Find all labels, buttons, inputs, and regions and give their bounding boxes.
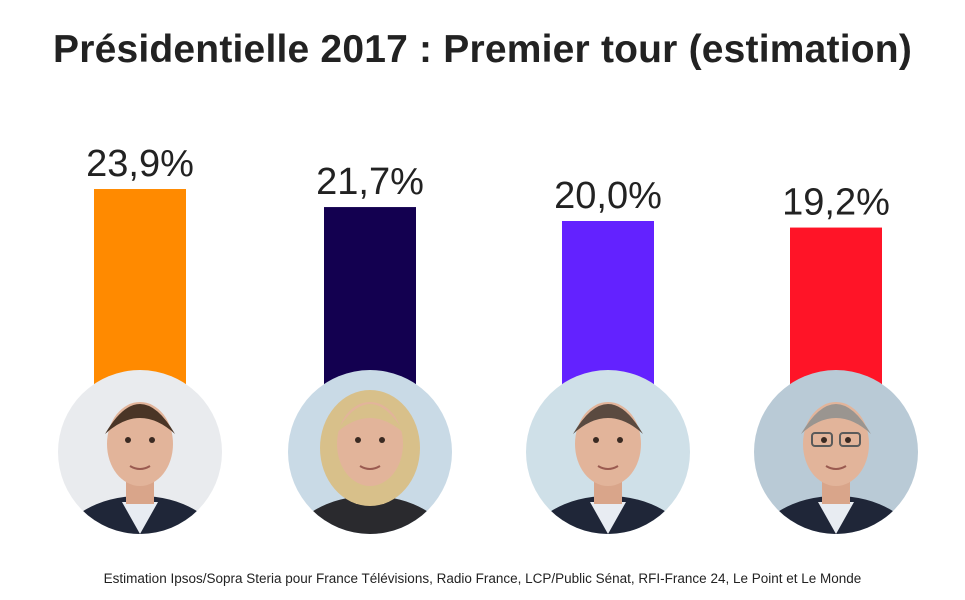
bar-3 (562, 221, 654, 395)
value-label-1: 23,9% (86, 143, 194, 185)
bar-1 (94, 189, 186, 395)
portrait-4 (754, 370, 918, 534)
value-label-3: 20,0% (554, 175, 662, 217)
portrait-3 (526, 370, 690, 534)
portrait-1 (58, 370, 222, 534)
bar-2 (324, 207, 416, 395)
source-note: Estimation Ipsos/Sopra Steria pour Franc… (103, 571, 862, 586)
value-label-4: 19,2% (782, 182, 890, 224)
portrait-2 (288, 370, 452, 534)
value-label-2: 21,7% (316, 161, 424, 203)
bar-4 (790, 227, 882, 395)
chart-title: Présidentielle 2017 : Premier tour (esti… (52, 28, 913, 71)
